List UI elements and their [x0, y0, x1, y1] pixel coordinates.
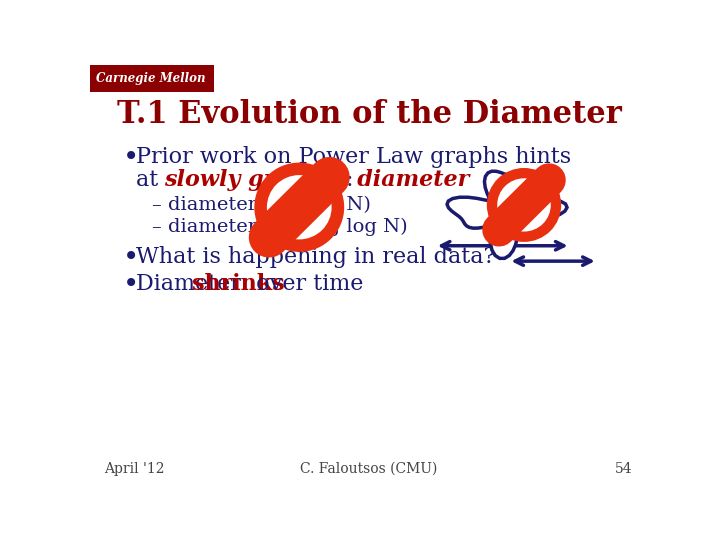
- Text: shrinks: shrinks: [192, 273, 285, 295]
- Text: •: •: [122, 244, 139, 271]
- Text: at: at: [137, 170, 180, 191]
- Text: What is happening in real data?: What is happening in real data?: [137, 246, 496, 268]
- Text: April '12: April '12: [104, 462, 164, 476]
- Circle shape: [267, 175, 332, 239]
- Circle shape: [498, 178, 551, 232]
- Text: Prior work on Power Law graphs hints: Prior work on Power Law graphs hints: [137, 146, 572, 168]
- Text: •: •: [122, 143, 139, 171]
- Text: :: :: [346, 170, 354, 191]
- Circle shape: [487, 168, 561, 242]
- Text: 54: 54: [615, 462, 632, 476]
- Polygon shape: [447, 171, 567, 258]
- Text: – diameter ~ O(log N): – diameter ~ O(log N): [152, 196, 371, 214]
- Text: T.1 Evolution of the Diameter: T.1 Evolution of the Diameter: [117, 99, 621, 130]
- Text: Carnegie Mellon: Carnegie Mellon: [96, 72, 206, 85]
- Text: Diameter: Diameter: [137, 273, 248, 295]
- Bar: [90, 65, 214, 92]
- Text: – diameter ~ O(log log N): – diameter ~ O(log log N): [152, 218, 408, 235]
- Circle shape: [254, 163, 344, 252]
- Text: over time: over time: [249, 273, 364, 295]
- Text: slowly growing diameter: slowly growing diameter: [164, 170, 469, 191]
- Text: C. Faloutsos (CMU): C. Faloutsos (CMU): [300, 462, 438, 476]
- Text: •: •: [122, 270, 139, 298]
